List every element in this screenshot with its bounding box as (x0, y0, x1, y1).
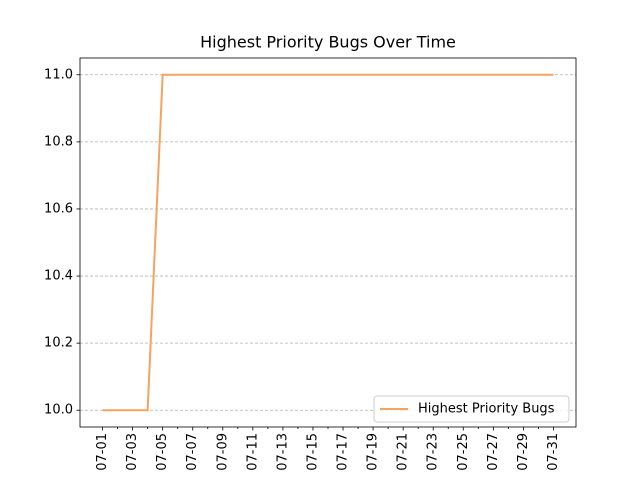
x-tick-label: 07-15 (305, 433, 320, 471)
x-tick-label: 07-07 (185, 433, 200, 471)
x-tick-label: 07-23 (426, 433, 441, 471)
plot-frame (79, 57, 577, 428)
x-tick-label: 07-17 (336, 433, 351, 471)
legend: Highest Priority Bugs (373, 395, 570, 423)
x-tick-label: 07-13 (275, 433, 290, 471)
x-tick-label: 07-29 (516, 433, 531, 471)
x-tick-label: 07-31 (546, 433, 561, 471)
x-tick-label: 07-25 (456, 433, 471, 471)
x-tick-label: 07-05 (155, 433, 170, 471)
y-tick-label: 11.0 (44, 67, 73, 82)
x-tick-label: 07-21 (396, 433, 411, 471)
y-tick-label: 10.2 (44, 336, 73, 351)
y-tick-label: 10.4 (44, 269, 73, 284)
x-tick-label: 07-11 (245, 433, 260, 471)
x-tick-label: 07-27 (486, 433, 501, 471)
y-tick-label: 10.8 (44, 134, 73, 149)
y-tick-label: 10.6 (44, 201, 73, 216)
line-series (102, 73, 554, 412)
legend-box (373, 395, 570, 423)
x-tick-label: 07-01 (95, 433, 110, 471)
y-tick-label: 10.0 (44, 403, 73, 418)
x-tick-label: 07-03 (125, 433, 140, 471)
x-tick-label: 07-19 (366, 433, 381, 471)
legend-label: Highest Priority Bugs (418, 402, 555, 417)
x-tick-label: 07-09 (215, 433, 230, 471)
chart-title: Highest Priority Bugs Over Time (200, 33, 456, 52)
